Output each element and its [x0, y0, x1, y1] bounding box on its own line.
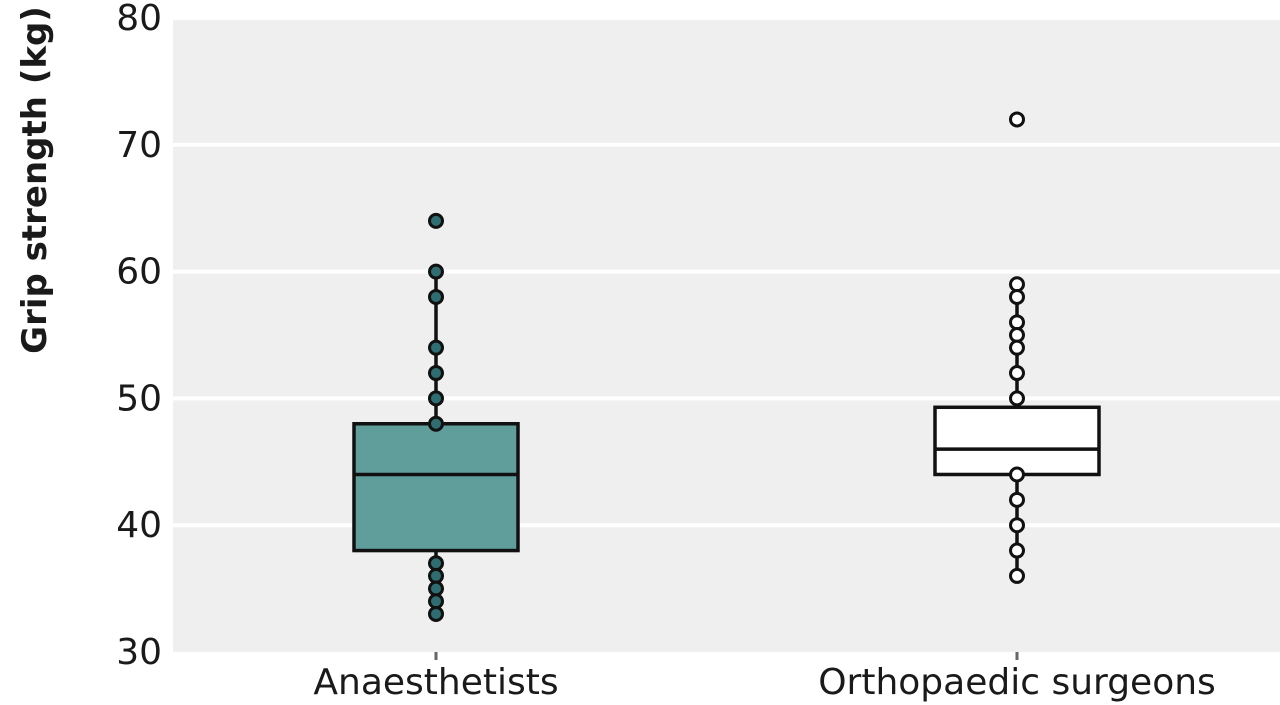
data-point	[428, 415, 444, 432]
y-tick-label: 80	[116, 0, 162, 39]
data-point	[428, 555, 444, 572]
data-point	[1009, 567, 1025, 584]
data-point	[1009, 466, 1025, 483]
y-tick-label: 60	[116, 252, 162, 293]
y-tick-label: 40	[116, 505, 162, 546]
box-group	[933, 111, 1101, 584]
data-point	[428, 605, 444, 622]
data-point	[428, 593, 444, 610]
box-series	[352, 111, 1101, 622]
y-axis-tick-labels: 30 40 50 60 70 80	[116, 0, 162, 673]
grid-lines	[173, 16, 1280, 528]
data-point	[428, 580, 444, 597]
data-point	[428, 567, 444, 584]
y-axis-title: Grip strength (kg)	[15, 6, 55, 354]
data-point	[1009, 111, 1025, 128]
data-point	[428, 390, 444, 407]
plot-background	[173, 18, 1280, 652]
data-point	[1009, 517, 1025, 534]
data-point	[428, 288, 444, 305]
data-point	[1009, 276, 1025, 293]
data-point	[1009, 491, 1025, 508]
data-point	[1009, 314, 1025, 331]
data-point	[428, 212, 444, 229]
data-point	[428, 339, 444, 356]
data-point	[1009, 327, 1025, 343]
x-category-label: Anaesthetists	[313, 662, 558, 703]
x-category-label: Orthopaedic surgeons	[818, 662, 1216, 703]
data-point	[428, 365, 444, 382]
box-iqr	[933, 405, 1101, 477]
data-point	[1009, 288, 1025, 305]
y-tick-label: 50	[116, 378, 162, 419]
box-iqr	[352, 422, 520, 553]
data-point	[1009, 390, 1025, 407]
data-point	[1009, 542, 1025, 559]
y-tick-label: 70	[116, 125, 162, 166]
box-group	[352, 212, 520, 622]
x-axis-tick-marks	[434, 652, 1019, 660]
data-point	[1009, 339, 1025, 356]
x-axis-category-labels: Anaesthetists Orthopaedic surgeons	[313, 662, 1215, 703]
y-tick-label: 30	[116, 632, 162, 673]
data-point	[1009, 365, 1025, 382]
data-point	[428, 263, 444, 280]
